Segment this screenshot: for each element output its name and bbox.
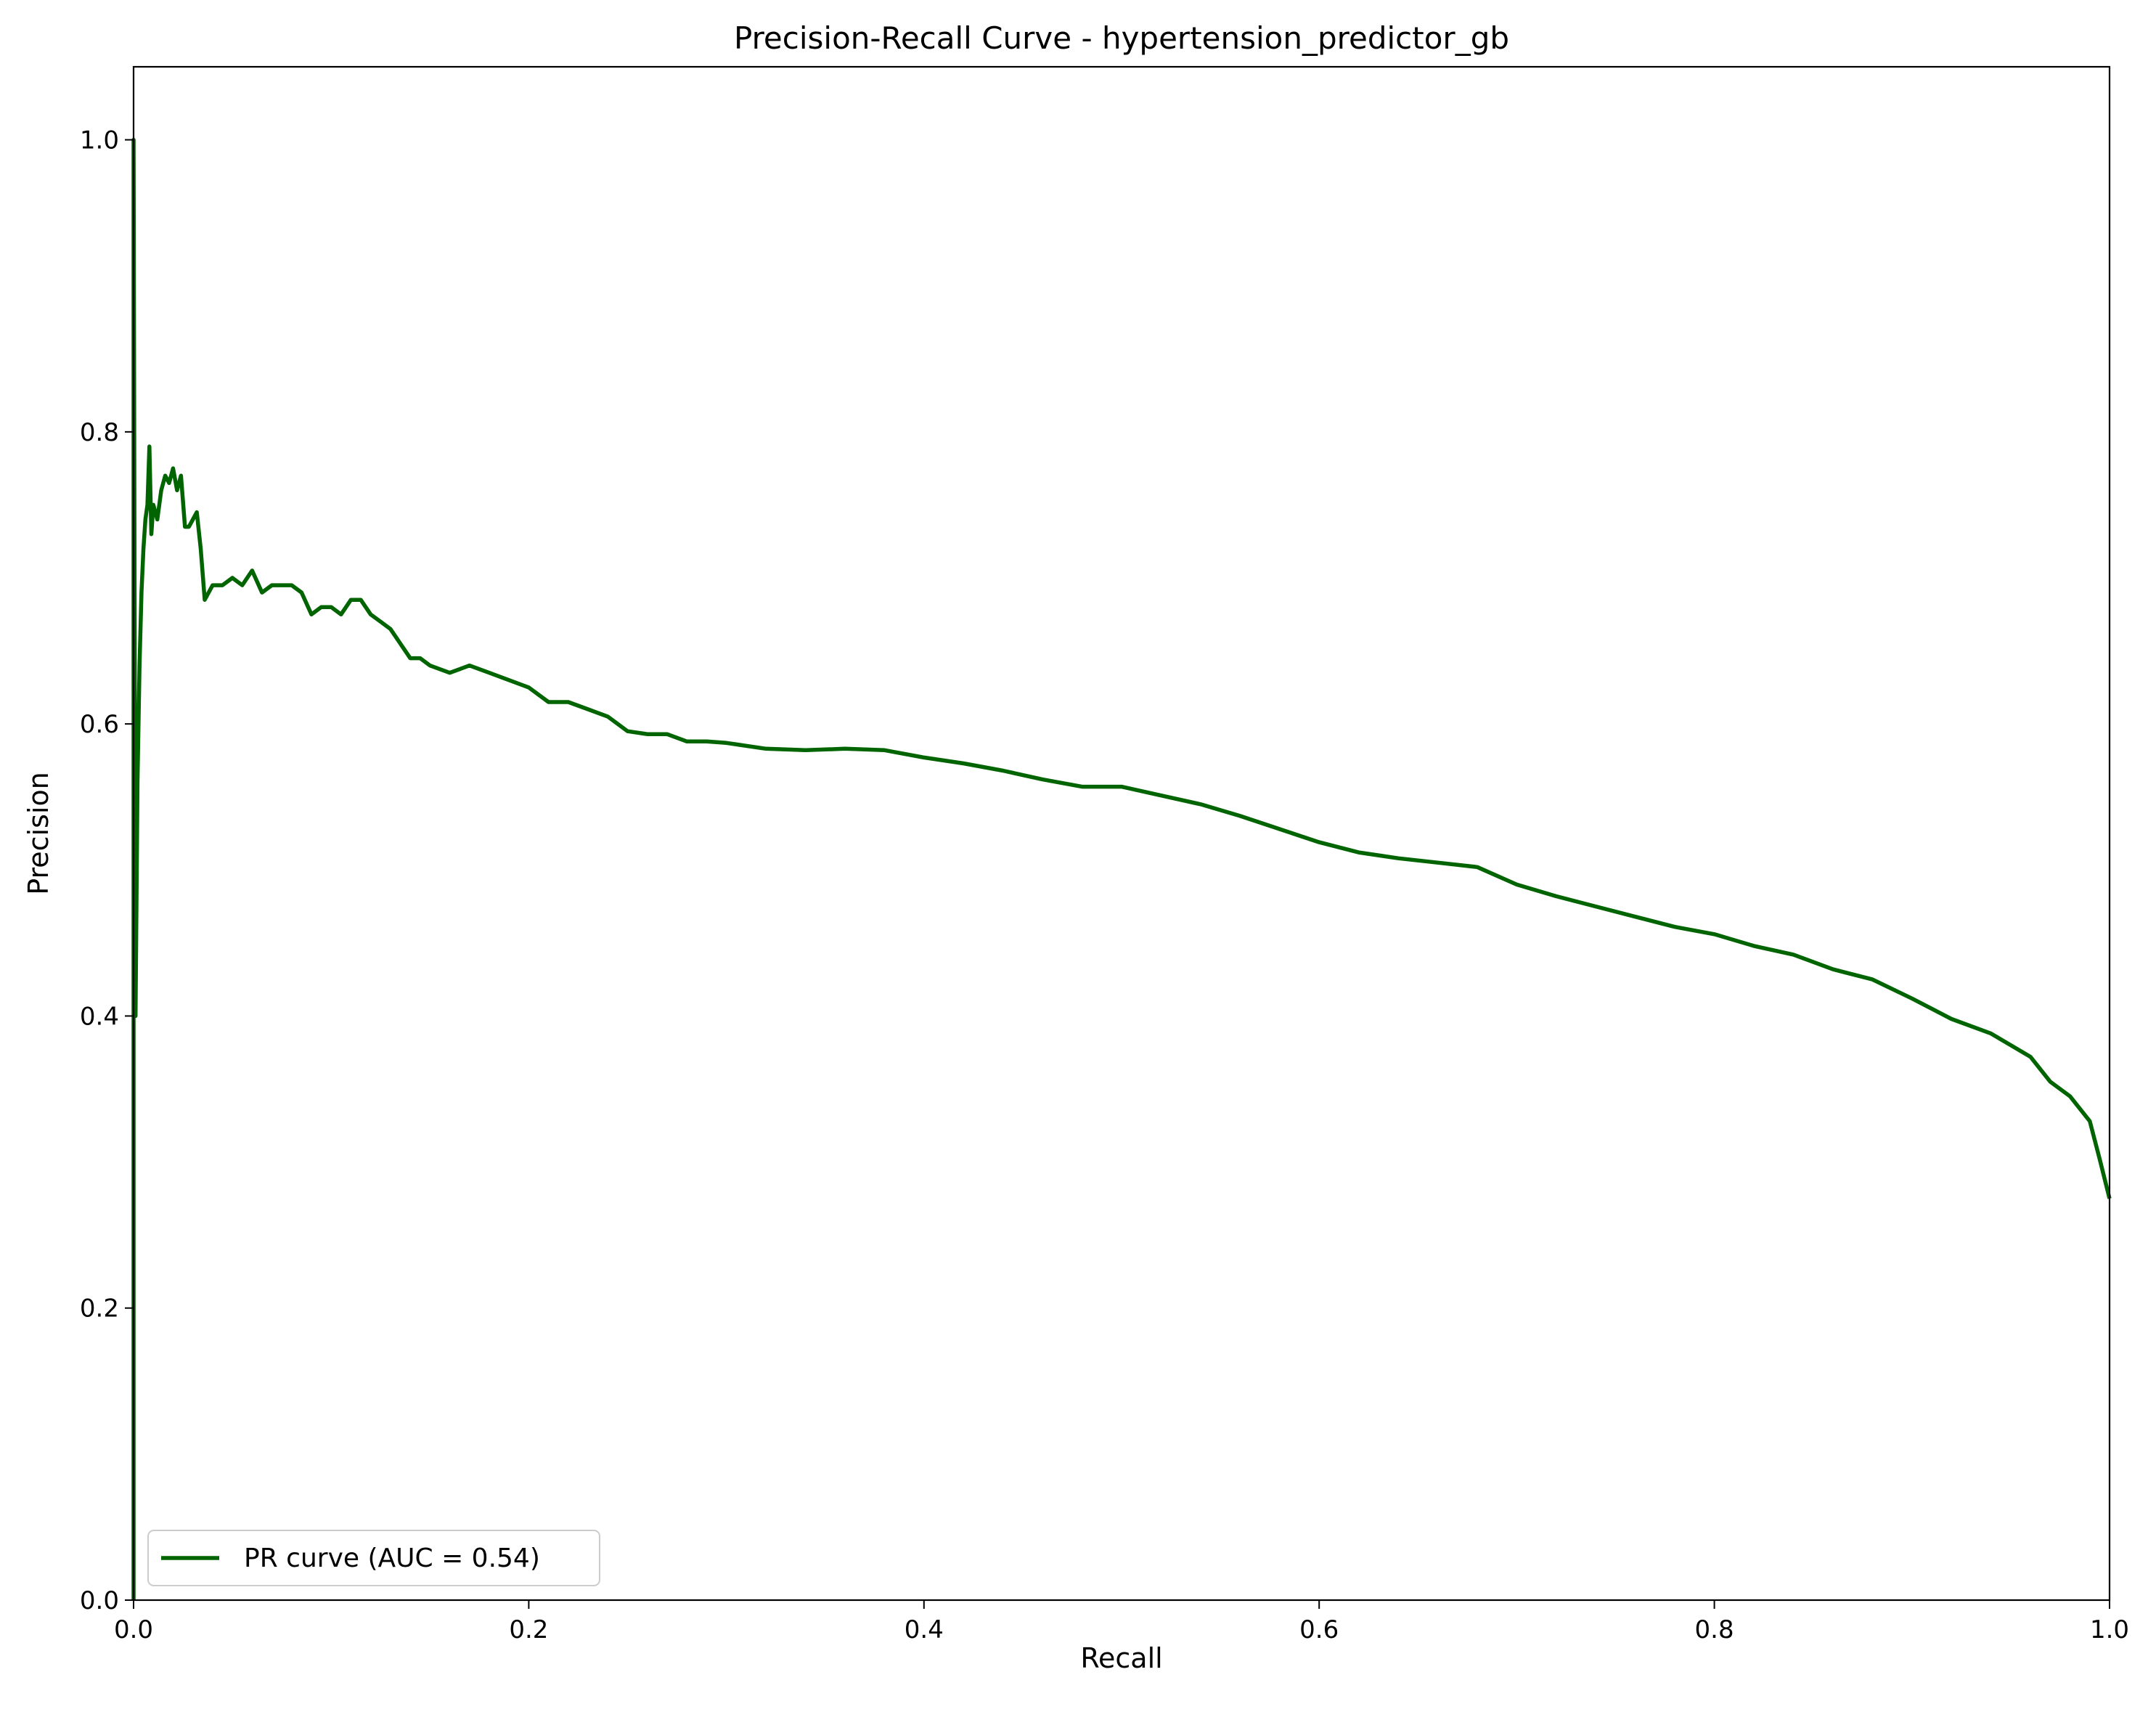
y-axis-ticks: 0.0 0.2 0.4 0.6 0.8 1.0	[80, 126, 134, 1615]
x-tick-label: 0.8	[1695, 1615, 1734, 1644]
x-axis-ticks: 0.0 0.2 0.4 0.6 0.8 1.0	[114, 1600, 2129, 1644]
legend-label: PR curve (AUC = 0.54)	[244, 1543, 540, 1573]
y-tick-label: 0.8	[80, 418, 119, 447]
x-tick-label: 0.4	[905, 1615, 944, 1644]
x-tick-label: 1.0	[2090, 1615, 2129, 1644]
legend-box	[147, 1530, 600, 1586]
x-tick-label: 0.6	[1299, 1615, 1339, 1644]
y-tick-label: 0.0	[80, 1586, 119, 1615]
x-axis-label: Recall	[1080, 1642, 1162, 1674]
chart-title: Precision-Recall Curve - hypertension_pr…	[734, 20, 1509, 56]
pr-curve-line	[131, 137, 2112, 1600]
x-tick-label: 0.2	[509, 1615, 548, 1644]
x-tick-label: 0.0	[114, 1615, 153, 1644]
y-tick-label: 0.6	[80, 710, 119, 739]
y-tick-label: 0.4	[80, 1002, 119, 1031]
y-tick-label: 1.0	[80, 126, 119, 155]
y-tick-label: 0.2	[80, 1294, 119, 1324]
legend: PR curve (AUC = 0.54)	[147, 1530, 600, 1586]
y-axis-label: Precision	[23, 772, 54, 895]
axes-frame	[132, 65, 2111, 1602]
